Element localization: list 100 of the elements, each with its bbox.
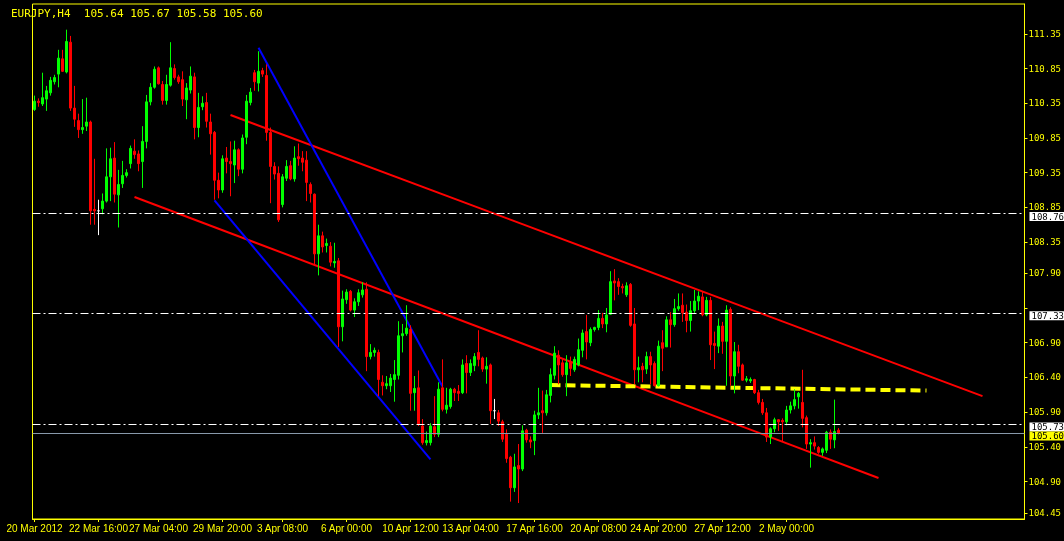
- candlestick: [829, 428, 832, 450]
- candlestick: [173, 63, 176, 81]
- candlestick: [109, 147, 112, 202]
- ref-line-label: 108.76: [1031, 211, 1064, 222]
- candlestick: [717, 317, 720, 354]
- candlestick: [749, 376, 752, 384]
- candlestick: [669, 311, 672, 349]
- candlestick: [637, 356, 640, 383]
- x-tick-label: 3 Apr 08:00: [256, 522, 309, 534]
- candlestick: [453, 387, 456, 402]
- candlestick: [825, 430, 828, 454]
- candlestick: [441, 358, 444, 412]
- candlestick: [569, 356, 572, 377]
- ref-line-label: 105.73: [1031, 421, 1064, 432]
- candlestick: [661, 329, 664, 372]
- candlestick: [237, 147, 240, 177]
- candlestick: [473, 352, 476, 372]
- candlestick: [557, 349, 560, 385]
- candlestick: [261, 67, 264, 78]
- candlestick: [161, 80, 164, 106]
- candlestick: [253, 69, 256, 92]
- x-tick-label: 13 Apr 04:00: [442, 522, 500, 534]
- candlestick: [129, 145, 132, 169]
- candlestick: [625, 281, 628, 298]
- ref-line-label: 107.33: [1031, 310, 1064, 321]
- candlestick: [257, 50, 260, 92]
- candlestick: [325, 238, 328, 253]
- ref-line-label: 105.60: [1031, 430, 1064, 441]
- candlestick: [565, 354, 568, 397]
- candlestick: [813, 435, 816, 451]
- candlestick: [77, 113, 80, 139]
- candlestick: [341, 290, 344, 342]
- candlestick: [373, 347, 376, 358]
- candlestick: [233, 140, 236, 184]
- candlestick: [333, 242, 336, 269]
- candlestick: [809, 438, 812, 469]
- candlestick: [421, 418, 424, 446]
- candlestick: [197, 92, 200, 138]
- candlestick: [157, 65, 160, 86]
- candlestick: [729, 306, 732, 387]
- y-tick-label: 110.35: [1028, 98, 1061, 109]
- x-tick-label: 29 Mar 20:00: [193, 522, 253, 534]
- candlestick: [229, 140, 232, 197]
- candlestick: [221, 154, 224, 194]
- y-tick-label: 106.40: [1028, 372, 1061, 383]
- candlestick: [641, 362, 644, 383]
- candlestick: [37, 97, 40, 108]
- candlestick: [81, 98, 84, 135]
- candlestick: [41, 72, 44, 107]
- candlestick: [409, 324, 412, 412]
- candlestick: [513, 453, 516, 493]
- candlestick: [117, 169, 120, 228]
- candlestick: [457, 384, 460, 402]
- candlestick: [597, 309, 600, 331]
- candlestick: [489, 363, 492, 425]
- candlestick: [733, 341, 736, 394]
- candlestick: [665, 315, 668, 348]
- candlestick: [89, 120, 92, 226]
- candlestick: [445, 387, 448, 414]
- y-tick-label: 106.90: [1028, 337, 1061, 348]
- x-tick-label: 6 Apr 00:00: [320, 522, 373, 534]
- x-tick-label: 2 May 00:00: [758, 522, 815, 534]
- candlestick: [697, 290, 700, 311]
- candlestick: [837, 427, 840, 435]
- y-tick-label: 105.90: [1028, 407, 1061, 418]
- candlestick: [277, 165, 280, 223]
- candlestick: [705, 296, 708, 317]
- x-tick-label: 17 Apr 16:00: [506, 522, 564, 534]
- x-tick-label: 22 Mar 16:00: [69, 522, 129, 534]
- x-tick-label: 10 Apr 12:00: [382, 522, 440, 534]
- candlestick: [589, 326, 592, 347]
- candlestick: [781, 417, 784, 443]
- candlestick: [449, 387, 452, 410]
- x-tick-label: 24 Apr 20:00: [630, 522, 688, 534]
- candlestick: [385, 375, 388, 390]
- y-tick-label: 107.90: [1028, 268, 1061, 279]
- candlestick: [193, 72, 196, 140]
- candlestick: [317, 224, 320, 276]
- candlestick: [381, 374, 384, 396]
- x-tick-label: 27 Apr 12:00: [694, 522, 752, 534]
- candlestick: [309, 181, 312, 203]
- candlestick: [541, 390, 544, 434]
- candlestick: [61, 49, 64, 73]
- candlestick: [377, 349, 380, 397]
- candlestick: [321, 231, 324, 253]
- candlestick: [461, 358, 464, 395]
- y-tick-label: 110.85: [1028, 63, 1061, 74]
- candlestick: [305, 150, 308, 202]
- x-tick-label: 27 Mar 04:00: [129, 522, 189, 534]
- candlestick: [369, 343, 372, 360]
- candlestick: [293, 145, 296, 183]
- candlestick: [601, 312, 604, 329]
- candlestick: [493, 398, 496, 420]
- y-tick-label: 104.45: [1028, 507, 1061, 518]
- candlestick: [721, 321, 724, 355]
- candlestick: [433, 395, 436, 438]
- candlestick: [413, 375, 416, 412]
- candlestick: [113, 141, 116, 203]
- candlestick: [417, 369, 420, 427]
- x-tick-label: 20 Mar 2012: [6, 522, 64, 534]
